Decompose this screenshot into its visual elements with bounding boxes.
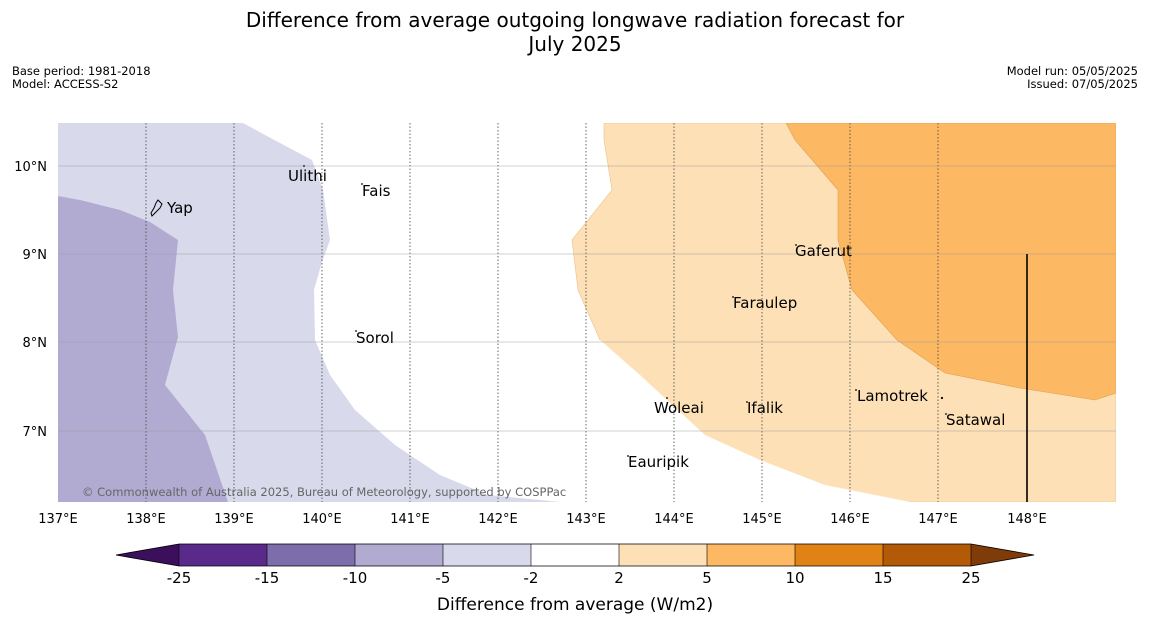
lon-axis: 137°E 138°E 139°E 140°E 141°E 142°E 143°… (38, 512, 1047, 527)
model-run: Model run: 05/05/2025 (1006, 64, 1138, 78)
lon-tick: 145°E (742, 512, 782, 527)
place-ifalik: Ifalik (747, 399, 783, 417)
colorbar-tick: -2 (524, 569, 539, 587)
colorbar-bin (795, 544, 883, 566)
place-ulithi: Ulithi (288, 167, 327, 185)
colorbar-bin (443, 544, 531, 566)
colorbar-tick: -15 (255, 569, 280, 587)
region-5-10 (785, 123, 1116, 401)
colorbar-extend-low (116, 544, 179, 566)
colorbar-tick: 10 (785, 569, 804, 587)
lat-axis: 10°N 9°N 8°N 7°N (14, 160, 47, 440)
colorbar-bin (355, 544, 443, 566)
region-minus10-minus5 (58, 196, 228, 502)
colorbar-bin (267, 544, 355, 566)
place-eauripik: Eauripik (628, 453, 689, 471)
region-minus5-minus2 (58, 123, 560, 502)
lon-tick: 139°E (214, 512, 254, 527)
copyright-notice: © Commonwealth of Australia 2025, Bureau… (82, 485, 566, 499)
place-satawal: Satawal (946, 411, 1005, 429)
map-field (58, 123, 1116, 502)
lat-tick: 8°N (23, 336, 48, 351)
colorbar-bin (883, 544, 971, 566)
chart-title: Difference from average outgoing longwav… (0, 8, 1150, 56)
lon-tick: 137°E (38, 512, 78, 527)
lon-tick: 140°E (302, 512, 342, 527)
colorbar-bin (619, 544, 707, 566)
colorbar-tick: -5 (436, 569, 451, 587)
colorbar-bin (179, 544, 267, 566)
issued-date: Issued: 07/05/2025 (1027, 77, 1138, 91)
place-lamotrek: Lamotrek (857, 387, 928, 405)
colorbar-tick: 5 (702, 569, 712, 587)
colorbar: -25 -15 -10 -5 -2 2 5 10 15 25 Differenc… (115, 543, 1035, 615)
lat-tick: 10°N (14, 160, 47, 175)
lon-tick: 144°E (654, 512, 694, 527)
place-gaferut: Gaferut (795, 242, 852, 260)
meta-left: Base period: 1981-2018 Model: ACCESS-S2 (12, 65, 151, 91)
lon-tick: 142°E (478, 512, 518, 527)
colorbar-tick: 15 (873, 569, 892, 587)
title-line-2: July 2025 (528, 32, 622, 56)
lon-tick: 147°E (918, 512, 958, 527)
place-woleai: Woleai (654, 399, 704, 417)
colorbar-dividers (178, 544, 972, 566)
place-yap: Yap (166, 199, 193, 217)
meta-right: Model run: 05/05/2025 Issued: 07/05/2025 (1007, 65, 1138, 91)
base-period: Base period: 1981-2018 (12, 64, 151, 78)
gridlines (58, 123, 1116, 502)
model-name: Model: ACCESS-S2 (12, 77, 119, 91)
place-sorol: Sorol (356, 329, 394, 347)
place-fais: Fais (362, 182, 391, 200)
colorbar-bin (531, 544, 619, 566)
colorbar-tick: 2 (614, 569, 624, 587)
lon-tick: 143°E (566, 512, 606, 527)
lon-tick: 141°E (390, 512, 430, 527)
region-2-5-edge (560, 340, 910, 502)
colorbar-bin (707, 544, 795, 566)
lon-tick: 138°E (126, 512, 166, 527)
yap-island-shape (150, 199, 163, 217)
lat-tick: 9°N (23, 248, 48, 263)
colorbar-tick: 25 (961, 569, 980, 587)
colorbar-extend-high (971, 544, 1034, 566)
colorbar-tick: -10 (343, 569, 368, 587)
place-faraulep: Faraulep (733, 294, 797, 312)
island-dots (303, 165, 947, 457)
colorbar-ticks: -25 -15 -10 -5 -2 2 5 10 15 25 (167, 569, 981, 587)
lat-tick: 7°N (23, 425, 48, 440)
colorbar-tick: -25 (167, 569, 192, 587)
colorbar-label: Difference from average (W/m2) (437, 595, 713, 615)
lon-tick: 146°E (830, 512, 870, 527)
title-line-1: Difference from average outgoing longwav… (245, 8, 905, 32)
lon-tick: 148°E (1007, 512, 1047, 527)
